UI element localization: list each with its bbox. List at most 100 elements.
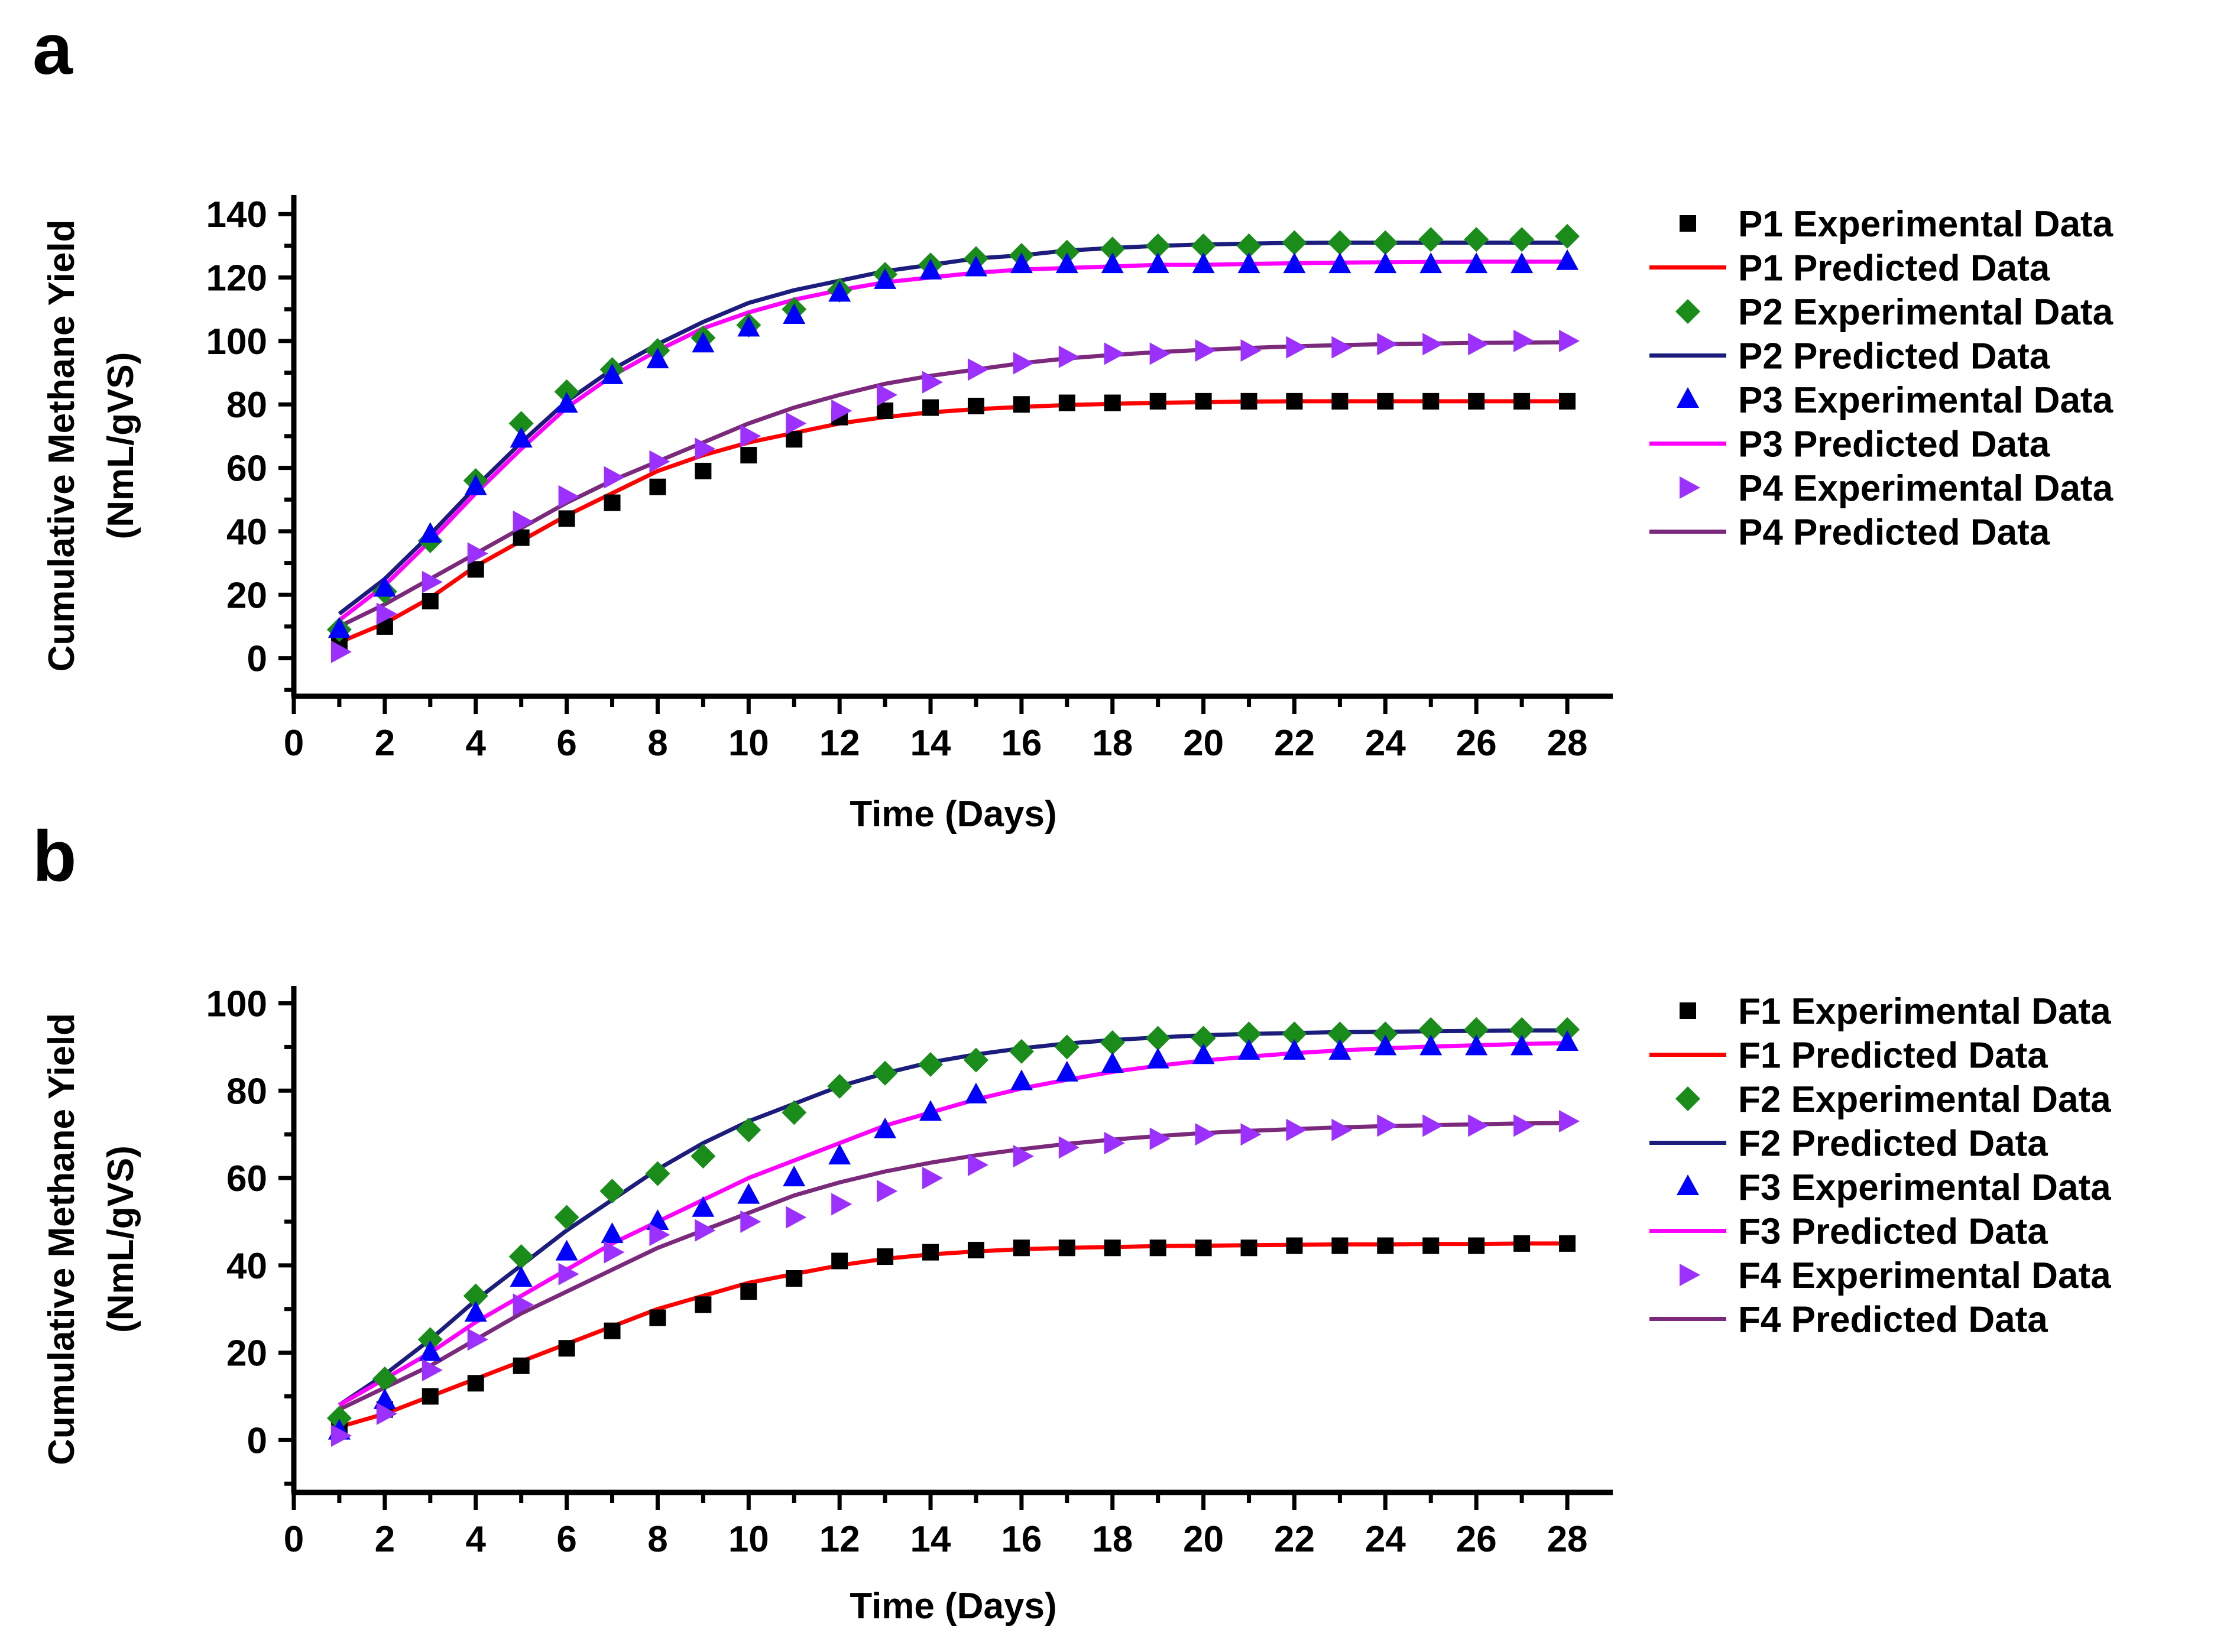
- data-point: [1195, 1239, 1212, 1257]
- data-point: [1100, 1030, 1125, 1056]
- x-tick-label: 10: [728, 1519, 769, 1560]
- data-point: [831, 399, 852, 422]
- series-line-p2: [338, 241, 1568, 616]
- x-tick-label: 26: [1456, 723, 1497, 764]
- data-point: [1149, 1239, 1166, 1257]
- data-point: [1286, 336, 1307, 359]
- data-point: [419, 522, 442, 543]
- data-point: [1464, 1017, 1489, 1042]
- data-point: [558, 510, 575, 527]
- legend-label: P1 Experimental Data: [1738, 204, 2113, 245]
- data-point: [831, 1193, 852, 1216]
- data-point: [558, 485, 579, 508]
- data-point: [1377, 392, 1394, 410]
- series-line-f2: [338, 1028, 1568, 1407]
- y-axis-title-line1: Cumulative Methane Yield: [41, 1013, 82, 1465]
- x-tick-label: 12: [819, 1519, 860, 1560]
- x-tick-label: 20: [1183, 1519, 1224, 1560]
- data-point: [922, 371, 944, 394]
- x-tick-label: 0: [284, 723, 304, 764]
- data-point: [1418, 1017, 1444, 1042]
- y-tick-label: 100: [206, 322, 267, 362]
- data-point: [1013, 352, 1034, 375]
- data-point: [646, 1209, 669, 1230]
- y-tick-label: 100: [206, 984, 267, 1025]
- panel-label: b: [33, 816, 77, 896]
- data-point: [1468, 1237, 1485, 1254]
- data-point: [649, 1309, 666, 1326]
- data-point: [1422, 392, 1440, 410]
- data-point: [649, 450, 670, 473]
- data-point: [740, 1283, 757, 1300]
- series-points-p3: [328, 249, 1579, 638]
- x-tick-label: 24: [1365, 723, 1406, 764]
- data-point: [1559, 329, 1580, 352]
- series-line-f1: [338, 1241, 1568, 1429]
- data-point: [1286, 1118, 1307, 1141]
- x-axis-title: Time (Days): [850, 1586, 1056, 1627]
- data-point: [1419, 1034, 1442, 1056]
- data-point: [1149, 1127, 1171, 1150]
- data-point: [604, 1322, 621, 1339]
- x-tick-label: 16: [1001, 723, 1042, 764]
- data-point: [1191, 233, 1216, 258]
- data-point: [555, 1239, 578, 1261]
- legend-label: F3 Predicted Data: [1738, 1212, 2048, 1252]
- data-point: [1145, 233, 1171, 258]
- data-point: [922, 1244, 939, 1261]
- data-point: [513, 1357, 530, 1374]
- data-point: [1283, 1038, 1306, 1060]
- x-tick-label: 22: [1274, 723, 1315, 764]
- y-tick-label: 60: [226, 449, 267, 489]
- y-tick-label: 80: [226, 385, 267, 426]
- data-point: [828, 281, 851, 302]
- data-point: [786, 431, 803, 448]
- data-point: [1373, 1021, 1398, 1047]
- data-point: [1149, 392, 1166, 410]
- x-tick-label: 14: [910, 1519, 951, 1560]
- panel-label: a: [33, 9, 73, 89]
- data-point: [464, 1301, 487, 1322]
- data-point: [1513, 329, 1535, 352]
- x-tick-label: 4: [465, 723, 486, 764]
- data-point: [1328, 1038, 1351, 1060]
- data-point: [1058, 394, 1075, 411]
- y-axis-title-line2: (NmL/gVS): [101, 1145, 141, 1333]
- series-line-p4: [338, 340, 1568, 629]
- data-point: [740, 424, 761, 447]
- data-point: [1422, 1237, 1440, 1254]
- x-tick-label: 10: [728, 723, 769, 764]
- data-point: [328, 617, 351, 638]
- x-tick-label: 28: [1547, 723, 1588, 764]
- data-point: [827, 1073, 852, 1099]
- data-point: [601, 363, 624, 384]
- data-point: [330, 1424, 352, 1447]
- data-point: [964, 255, 987, 277]
- data-point: [1374, 252, 1397, 274]
- data-point: [736, 1117, 761, 1143]
- data-point: [1013, 1145, 1034, 1168]
- data-point: [649, 478, 666, 495]
- data-point: [1377, 1237, 1394, 1254]
- data-point: [1009, 1038, 1034, 1064]
- data-point: [692, 1196, 715, 1217]
- data-point: [1013, 1239, 1030, 1257]
- data-point: [695, 462, 712, 479]
- data-point: [964, 1082, 987, 1104]
- data-point: [782, 1100, 807, 1125]
- y-tick-label: 120: [206, 258, 267, 299]
- legend-label: P2 Experimental Data: [1738, 292, 2113, 333]
- y-tick-label: 20: [226, 1333, 267, 1374]
- data-point: [467, 1375, 484, 1392]
- series-line-p3: [338, 259, 1568, 622]
- data-point: [786, 1206, 807, 1229]
- data-point: [1237, 1038, 1260, 1060]
- data-point: [1513, 1114, 1535, 1137]
- data-point: [422, 1388, 439, 1405]
- x-tick-label: 26: [1456, 1519, 1497, 1560]
- data-point: [510, 1265, 533, 1287]
- data-point: [554, 379, 579, 404]
- data-point: [967, 358, 988, 381]
- data-point: [1327, 1021, 1353, 1047]
- x-tick-label: 2: [375, 1519, 395, 1560]
